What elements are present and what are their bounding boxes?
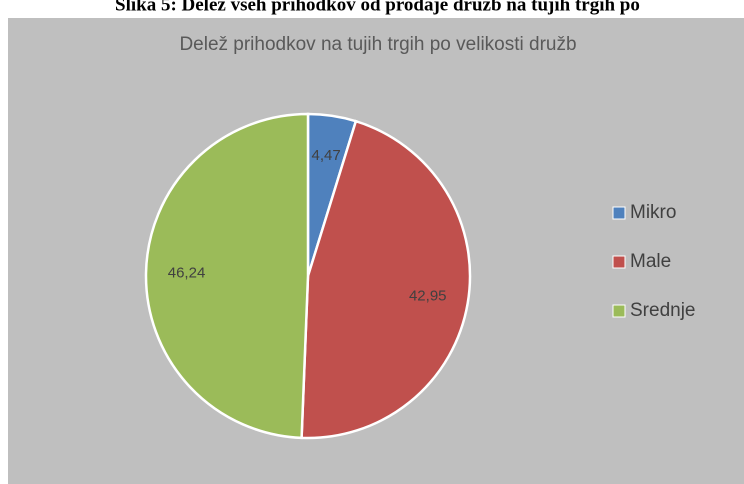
legend-label: Mikro (630, 202, 676, 223)
pie-slice (144, 112, 310, 440)
legend-swatch (612, 255, 626, 269)
legend-label: Male (630, 251, 671, 272)
legend-swatch (612, 304, 626, 318)
pie-slice (300, 119, 472, 440)
chart-title: Delež prihodkov na tujih trgih po veliko… (179, 34, 576, 55)
legend-swatch (612, 206, 626, 220)
figure-caption: Slika 5: Delež vseh prihodkov od prodaje… (115, 0, 640, 15)
legend-label: Srednje (630, 300, 696, 321)
data-label: 42,95 (409, 287, 447, 304)
data-label: 46,24 (168, 265, 206, 282)
data-label: 4,47 (312, 147, 341, 164)
